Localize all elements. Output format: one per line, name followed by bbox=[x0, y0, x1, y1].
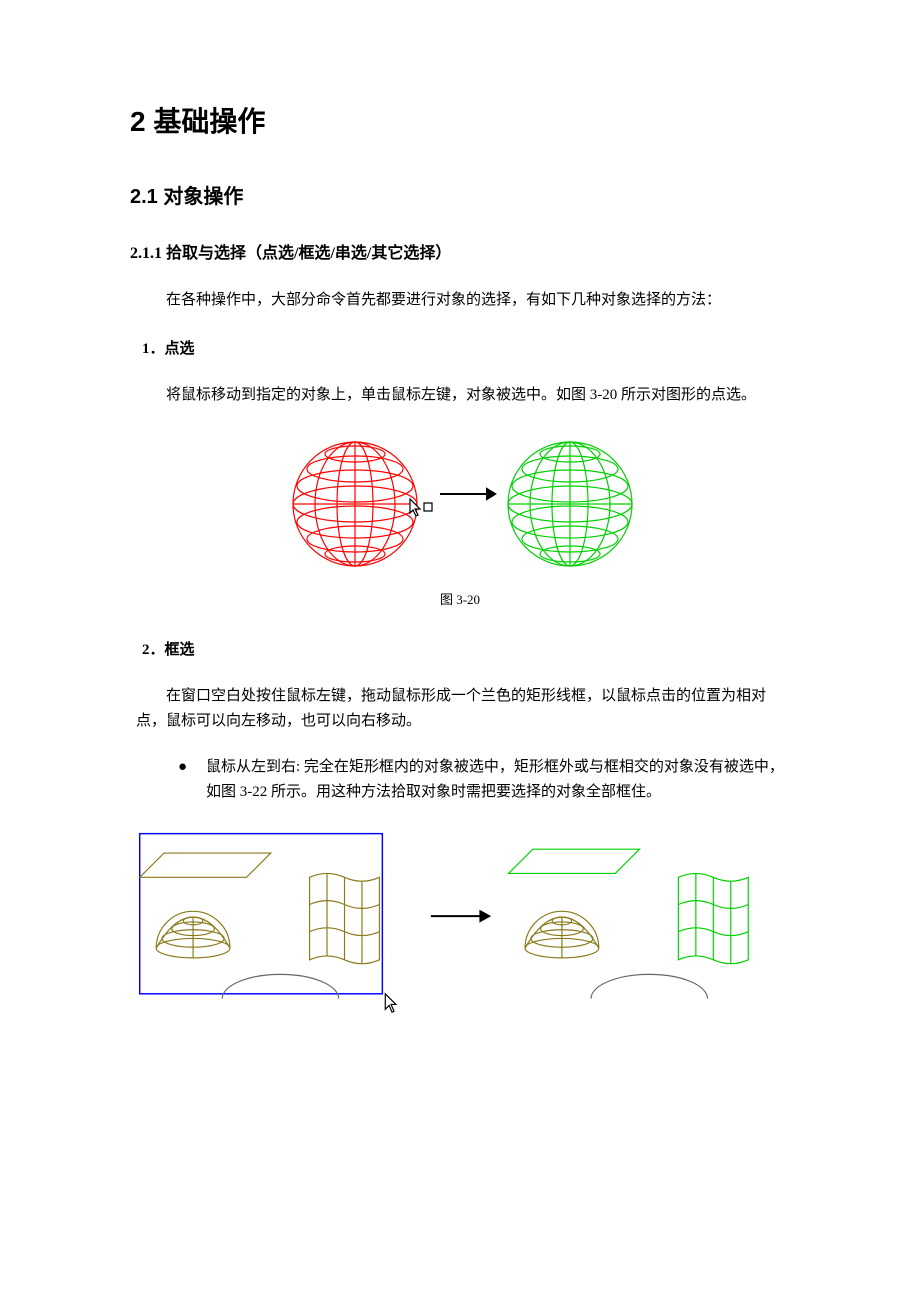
figure-3-22 bbox=[130, 821, 790, 1021]
bullet-item: ● 鼠标从左到右: 完全在矩形框内的对象被选中，矩形框外或与框相交的对象没有被选… bbox=[178, 755, 790, 806]
section-title: 2.1 对象操作 bbox=[130, 180, 790, 209]
intro-paragraph: 在各种操作中，大部分命令首先都要进行对象的选择，有如下几种对象选择的方法： bbox=[130, 288, 790, 312]
figure-3-20 bbox=[130, 429, 790, 579]
item-1-head: 1．点选 bbox=[130, 337, 790, 358]
figure-3-20-caption: 图 3-20 bbox=[130, 589, 790, 608]
chapter-title: 2 基础操作 bbox=[130, 100, 790, 140]
item-2-head: 2．框选 bbox=[130, 638, 790, 659]
item-2-body: 在窗口空白处按住鼠标左键，拖动鼠标形成一个兰色的矩形线框，以鼠标点击的位置为相对… bbox=[130, 684, 790, 735]
bullet-mark-icon: ● bbox=[178, 755, 206, 806]
subsection-title: 2.1.1 拾取与选择（点选/框选/串选/其它选择） bbox=[130, 239, 790, 263]
bullet-text: 鼠标从左到右: 完全在矩形框内的对象被选中，矩形框外或与框相交的对象没有被选中，… bbox=[206, 755, 790, 806]
item-1-body: 将鼠标移动到指定的对象上，单击鼠标左键，对象被选中。如图 3-20 所示对图形的… bbox=[130, 383, 790, 409]
